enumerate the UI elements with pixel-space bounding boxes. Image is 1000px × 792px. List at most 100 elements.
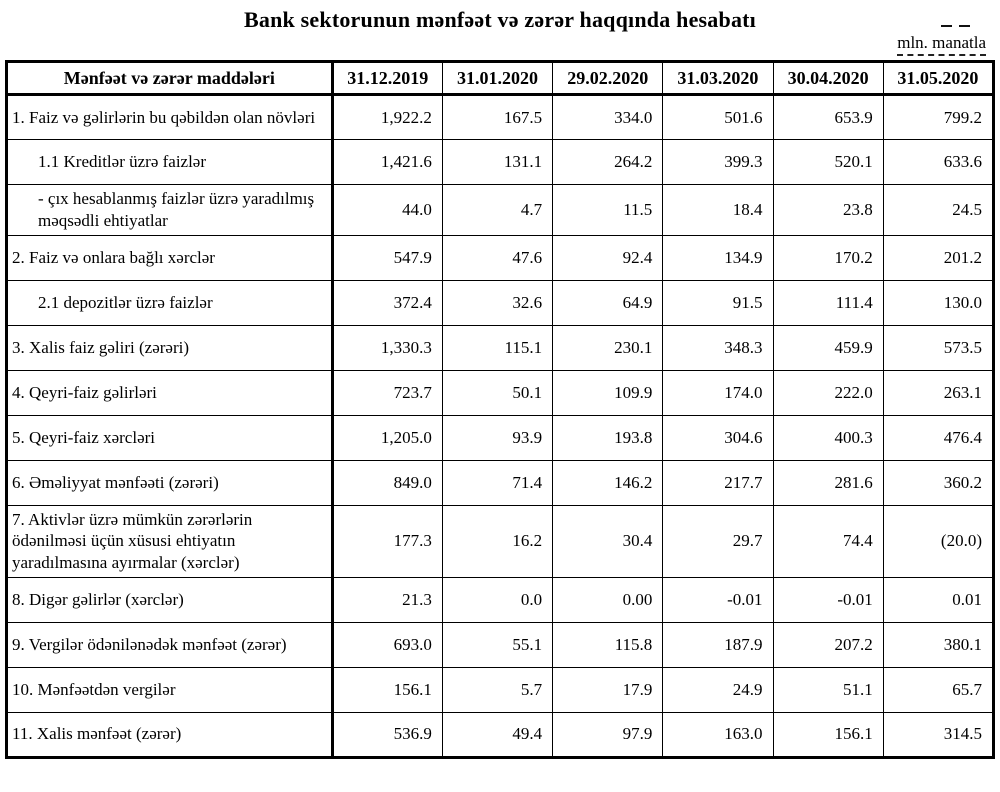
- row-value: 115.8: [552, 621, 664, 668]
- row-label: 8. Digər gəlirlər (xərclər): [6, 576, 334, 623]
- row-value: 201.2: [882, 234, 995, 281]
- header-date-4: 31.03.2020: [662, 61, 774, 96]
- row-value: 23.8: [772, 184, 884, 236]
- row-value: 304.6: [662, 414, 774, 461]
- row-value: 476.4: [882, 414, 995, 461]
- row-value: 193.8: [552, 414, 664, 461]
- overline-dash-icon: [959, 25, 971, 27]
- row-value: 24.9: [662, 666, 774, 713]
- table-row: 6. Əməliyyat mənfəəti (zərəri) 849.0 71.4 1…: [6, 459, 995, 506]
- page-title: Bank sektorunun mənfəət və zərər haqqınd…: [244, 7, 756, 32]
- row-value: 50.1: [441, 369, 554, 416]
- row-value: 71.4: [441, 459, 554, 506]
- table-row: 7. Aktivlər üzrə mümkün zərərlərin ödəni…: [6, 504, 995, 578]
- row-value: 348.3: [662, 324, 774, 371]
- row-value: 187.9: [662, 621, 774, 668]
- row-value: 334.0: [552, 94, 664, 140]
- table-row: 8. Digər gəlirlər (xərclər) 21.3 0.0 0.00 -0…: [6, 576, 995, 623]
- row-value: 380.1: [882, 621, 995, 668]
- row-value: (20.0): [882, 504, 995, 578]
- row-value: 5.7: [441, 666, 554, 713]
- row-value: 536.9: [331, 711, 443, 758]
- row-value: 633.6: [882, 139, 995, 185]
- profit-loss-table: Mənfəət və zərər maddələri 31.12.2019 31…: [5, 60, 995, 759]
- table-row: 3. Xalis faiz gəliri (zərəri) 1,330.3 115.…: [6, 324, 995, 371]
- row-value: 263.1: [882, 369, 995, 416]
- table-row: 9. Vergilər ödənilənədək mənfəət (zərər)…: [6, 621, 995, 668]
- row-label: 1.1 Kreditlər üzrə faizlər: [6, 139, 334, 185]
- row-value: 65.7: [882, 666, 995, 713]
- row-label: 11. Xalis mənfəət (zərər): [6, 711, 334, 758]
- row-label: 3. Xalis faiz gəliri (zərəri): [6, 324, 334, 371]
- row-value: 693.0: [331, 621, 443, 668]
- row-value: 131.1: [441, 139, 554, 185]
- row-value: 146.2: [552, 459, 664, 506]
- row-label: 4. Qeyri-faiz gəlirləri: [6, 369, 334, 416]
- row-value: 653.9: [772, 94, 884, 140]
- row-value: 1,922.2: [331, 94, 443, 140]
- row-value: 573.5: [882, 324, 995, 371]
- row-value: 0.0: [441, 576, 554, 623]
- row-value: -0.01: [662, 576, 774, 623]
- row-value: 459.9: [772, 324, 884, 371]
- row-value: 799.2: [882, 94, 995, 140]
- row-value: 400.3: [772, 414, 884, 461]
- row-value: 520.1: [772, 139, 884, 185]
- table-row: 11. Xalis mənfəət (zərər) 536.9 49.4 97.9 16…: [6, 711, 995, 758]
- row-value: 156.1: [331, 666, 443, 713]
- table-row: - çıx hesablanmış faizlər üzrə yaradılmı…: [6, 184, 995, 236]
- row-value: 130.0: [882, 279, 995, 326]
- row-value: 24.5: [882, 184, 995, 236]
- table-row: 2. Faiz və onlara bağlı xərclər 547.9 47.6…: [6, 234, 995, 281]
- row-value: 29.7: [662, 504, 774, 578]
- row-value: 207.2: [772, 621, 884, 668]
- row-value: 92.4: [552, 234, 664, 281]
- row-value: 91.5: [662, 279, 774, 326]
- row-value: 134.9: [662, 234, 774, 281]
- header-row: Mənfəət və zərər maddələri 31.12.2019 31…: [6, 61, 995, 96]
- table-row: 5. Qeyri-faiz xərcləri 1,205.0 93.9 193.8 30…: [6, 414, 995, 461]
- row-value: 4.7: [441, 184, 554, 236]
- row-value: 1,330.3: [331, 324, 443, 371]
- unit-note-wrap: mln. manatla: [897, 25, 986, 56]
- row-label: 7. Aktivlər üzrə mümkün zərərlərin ödəni…: [6, 504, 334, 578]
- row-value: 93.9: [441, 414, 554, 461]
- row-value: 18.4: [662, 184, 774, 236]
- row-value: 49.4: [441, 711, 554, 758]
- row-value: 547.9: [331, 234, 443, 281]
- row-value: 360.2: [882, 459, 995, 506]
- row-value: 47.6: [441, 234, 554, 281]
- row-value: 170.2: [772, 234, 884, 281]
- row-value: 30.4: [552, 504, 664, 578]
- header-date-5: 30.04.2020: [772, 61, 884, 96]
- row-value: 0.01: [882, 576, 995, 623]
- row-value: 11.5: [552, 184, 664, 236]
- row-label: 10. Mənfəətdən vergilər: [6, 666, 334, 713]
- row-label: 2. Faiz və onlara bağlı xərclər: [6, 234, 334, 281]
- row-value: 501.6: [662, 94, 774, 140]
- table-row: 1. Faiz və gəlirlərin bu qəbildən olan n…: [6, 94, 995, 140]
- row-value: 163.0: [662, 711, 774, 758]
- header-date-2: 31.01.2020: [441, 61, 554, 96]
- table-row: 4. Qeyri-faiz gəlirləri 723.7 50.1 109.9 174…: [6, 369, 995, 416]
- row-value: 399.3: [662, 139, 774, 185]
- row-label: 9. Vergilər ödənilənədək mənfəət (zərər): [6, 621, 334, 668]
- row-value: 222.0: [772, 369, 884, 416]
- header-date-1: 31.12.2019: [331, 61, 443, 96]
- header-items-label: Mənfəət və zərər maddələri: [6, 61, 334, 96]
- row-label: 1. Faiz və gəlirlərin bu qəbildən olan n…: [6, 94, 334, 140]
- row-value: 1,421.6: [331, 139, 443, 185]
- unit-note: mln. manatla: [897, 25, 986, 56]
- row-value: 177.3: [331, 504, 443, 578]
- row-value: 64.9: [552, 279, 664, 326]
- row-value: 44.0: [331, 184, 443, 236]
- row-value: -0.01: [772, 576, 884, 623]
- row-value: 16.2: [441, 504, 554, 578]
- row-value: 174.0: [662, 369, 774, 416]
- row-value: 230.1: [552, 324, 664, 371]
- row-value: 55.1: [441, 621, 554, 668]
- row-value: 109.9: [552, 369, 664, 416]
- row-value: 51.1: [772, 666, 884, 713]
- row-value: 0.00: [552, 576, 664, 623]
